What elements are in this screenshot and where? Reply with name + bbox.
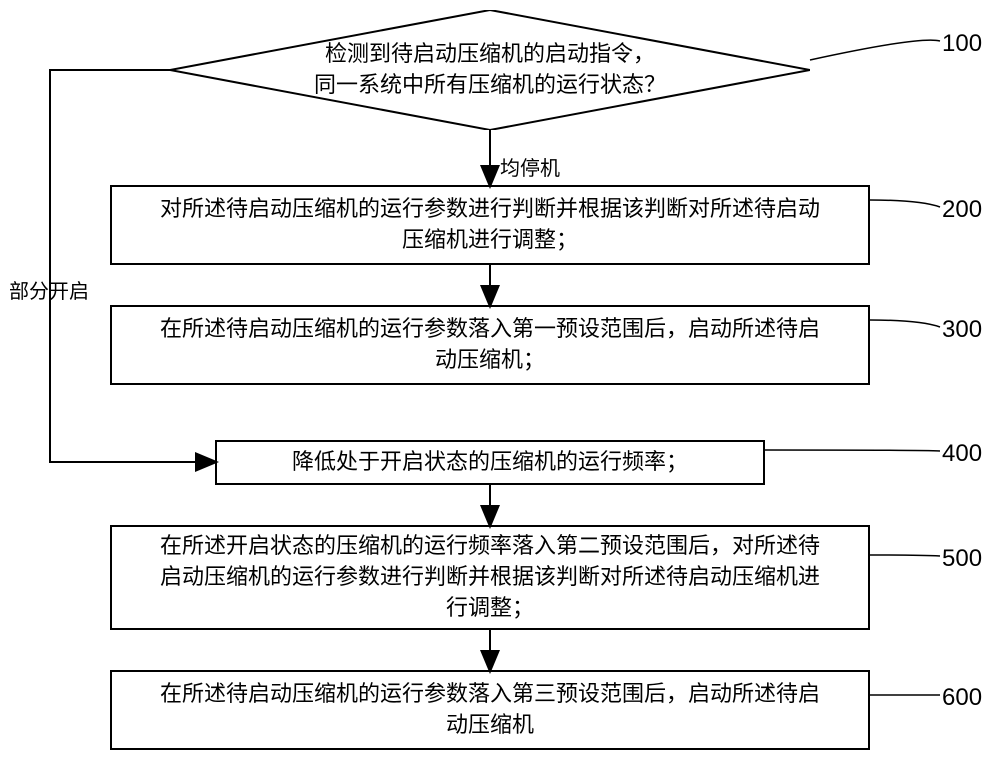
leader-line: [870, 555, 940, 556]
step-label-s600: 600: [942, 684, 982, 712]
leader-line: [810, 40, 940, 60]
leader-line: [870, 200, 940, 207]
node-n300: 在所述待启动压缩机的运行参数落入第一预设范围后，启动所述待启 动压缩机；: [110, 305, 870, 385]
leader-line: [870, 320, 940, 327]
step-label-s500: 500: [942, 545, 982, 573]
leader-line: [765, 450, 940, 451]
node-n600: 在所述待启动压缩机的运行参数落入第三预设范围后，启动所述待启 动压缩机: [110, 670, 870, 750]
node-text-n300: 在所述待启动压缩机的运行参数落入第一预设范围后，启动所述待启 动压缩机；: [156, 310, 824, 380]
node-n400: 降低处于开启状态的压缩机的运行频率；: [215, 440, 765, 485]
node-n200: 对所述待启动压缩机的运行参数进行判断并根据该判断对所述待启动 压缩机进行调整；: [110, 185, 870, 265]
step-label-s400: 400: [942, 440, 982, 468]
node-text-n200: 对所述待启动压缩机的运行参数进行判断并根据该判断对所述待启动 压缩机进行调整；: [156, 190, 824, 260]
step-label-s100: 100: [942, 30, 982, 58]
node-n100: 检测到待启动压缩机的启动指令， 同一系统中所有压缩机的运行状态？: [170, 10, 810, 130]
node-n500: 在所述开启状态的压缩机的运行频率落入第二预设范围后，对所述待 启动压缩机的运行参…: [110, 525, 870, 630]
node-text-n500: 在所述开启状态的压缩机的运行频率落入第二预设范围后，对所述待 启动压缩机的运行参…: [156, 527, 824, 627]
node-text-n400: 降低处于开启状态的压缩机的运行频率；: [288, 443, 692, 482]
edge-label-ePartOn: 部分开启: [9, 275, 89, 304]
node-text-n600: 在所述待启动压缩机的运行参数落入第三预设范围后，启动所述待启 动压缩机: [156, 675, 824, 745]
step-label-s300: 300: [942, 316, 982, 344]
step-label-s200: 200: [942, 196, 982, 224]
node-text-n100: 检测到待启动压缩机的启动指令， 同一系统中所有压缩机的运行状态？: [310, 35, 670, 105]
edge-label-eAllStop: 均停机: [500, 152, 560, 181]
